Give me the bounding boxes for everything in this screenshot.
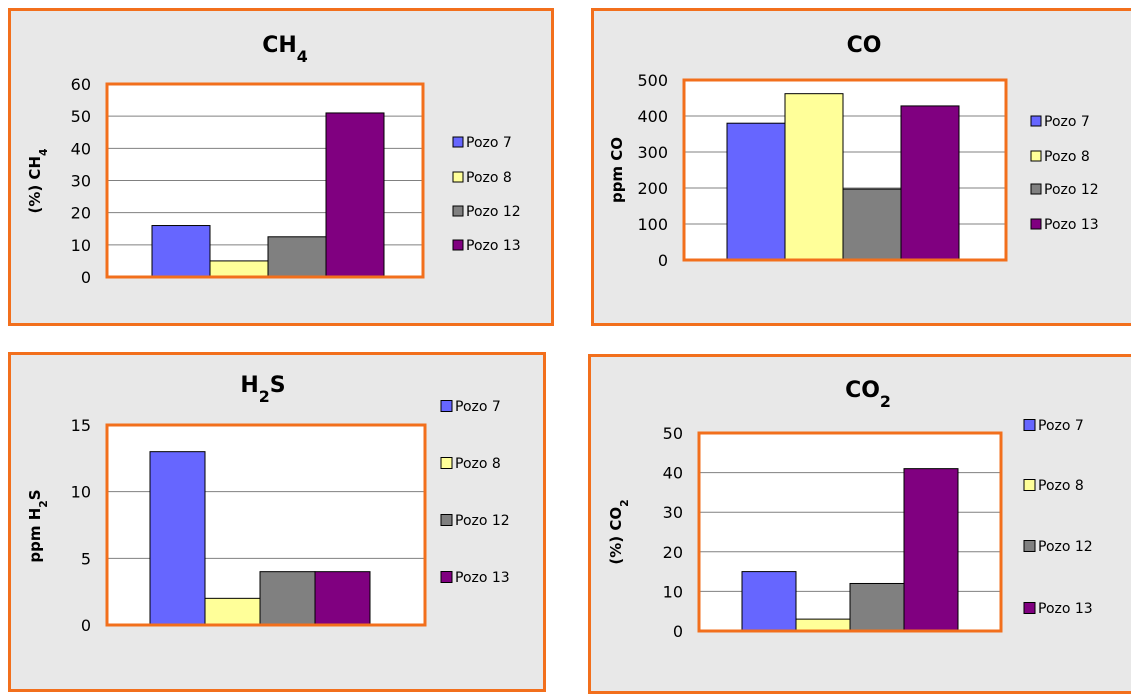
- h2s-legend-label: Pozo 8: [455, 456, 501, 472]
- h2s-legend-label: Pozo 13: [455, 570, 510, 586]
- co-legend-swatch: [1030, 218, 1042, 230]
- h2s-bar-pozo-12: [259, 571, 316, 626]
- co2-ytick-label: 40: [663, 464, 683, 483]
- ch4-y-axis-label: (%) CH4: [26, 148, 50, 214]
- h2s-bar-pozo-7: [149, 451, 206, 626]
- ch4-ytick-label: 0: [81, 268, 91, 287]
- h2s-bar-pozo-8: [204, 597, 261, 626]
- ch4-ytick-label: 20: [71, 204, 91, 223]
- ch4-chart-title: CH4: [262, 33, 308, 66]
- ch4-legend-label: Pozo 13: [466, 238, 521, 254]
- h2s-ytick-label: 0: [81, 616, 91, 635]
- ch4-ytick-label: 40: [71, 139, 91, 158]
- h2s-legend-swatch: [440, 457, 453, 469]
- co2-legend-swatch: [1023, 540, 1036, 552]
- h2s-legend-swatch: [440, 400, 453, 412]
- h2s-chart-title: H2S: [240, 373, 285, 406]
- h2s-legend-swatch: [440, 514, 453, 526]
- h2s-ytick-label: 10: [71, 483, 91, 502]
- co2-bar-pozo-7: [741, 571, 797, 632]
- co2-legend-label: Pozo 8: [1038, 478, 1084, 494]
- ch4-ytick-label: 30: [71, 172, 91, 191]
- h2s-ytick-label: 15: [71, 416, 91, 435]
- co2-ytick-label: 30: [663, 503, 683, 522]
- co2-y-axis-label: (%) CO2: [607, 499, 631, 564]
- ch4-ytick-label: 10: [71, 236, 91, 255]
- co-legend-swatch: [1030, 183, 1042, 195]
- co-ytick-label: 500: [637, 71, 668, 90]
- co-legend-label: Pozo 12: [1044, 182, 1099, 198]
- co-chart-title: CO: [847, 33, 882, 58]
- co-ytick-label: 100: [637, 215, 668, 234]
- ch4-legend-swatch: [452, 205, 464, 217]
- co-plot-border: [682, 78, 1008, 262]
- ch4-legend-label: Pozo 8: [466, 170, 512, 186]
- co2-plot-border: [697, 431, 1003, 633]
- co-bar-pozo-8: [784, 93, 844, 261]
- co-y-axis-label: ppm CO: [608, 137, 626, 203]
- co2-legend-swatch: [1023, 479, 1036, 491]
- ch4-ytick-label: 50: [71, 107, 91, 126]
- h2s-legend-swatch: [440, 571, 453, 583]
- ch4-bar-pozo-7: [151, 225, 211, 278]
- co-legend-label: Pozo 7: [1044, 114, 1090, 130]
- co-ytick-label: 200: [637, 179, 668, 198]
- co2-legend-label: Pozo 13: [1038, 601, 1093, 617]
- h2s-legend-label: Pozo 7: [455, 399, 501, 415]
- co2-chart-title: CO2: [845, 378, 891, 411]
- co-legend-label: Pozo 8: [1044, 149, 1090, 165]
- co-ytick-label: 0: [658, 251, 668, 270]
- ch4-bar-pozo-12: [267, 236, 327, 278]
- co2-ytick-label: 20: [663, 543, 683, 562]
- ch4-legend-swatch: [452, 239, 464, 251]
- co-legend-swatch: [1030, 150, 1042, 162]
- co2-bar-pozo-12: [849, 582, 905, 632]
- co-ytick-label: 300: [637, 143, 668, 162]
- ch4-plot-border: [105, 82, 425, 279]
- ch4-legend-label: Pozo 7: [466, 135, 512, 151]
- co-legend-label: Pozo 13: [1044, 217, 1099, 233]
- co-ytick-label: 400: [637, 107, 668, 126]
- h2s-ytick-label: 5: [81, 549, 91, 568]
- co2-ytick-label: 50: [663, 424, 683, 443]
- ch4-legend-swatch: [452, 171, 464, 183]
- h2s-legend-label: Pozo 12: [455, 513, 510, 529]
- co2-legend-swatch: [1023, 419, 1036, 431]
- co2-bar-pozo-13: [903, 468, 959, 632]
- co-bar-pozo-7: [726, 122, 786, 261]
- co-bar-pozo-13: [900, 105, 960, 261]
- ch4-legend-label: Pozo 12: [466, 204, 521, 220]
- h2s-plot-border: [105, 423, 427, 627]
- ch4-legend-swatch: [452, 136, 464, 148]
- co2-bar-pozo-8: [795, 618, 851, 632]
- co2-legend-label: Pozo 12: [1038, 539, 1093, 555]
- co-legend-swatch: [1030, 115, 1042, 127]
- ch4-bar-pozo-8: [209, 260, 269, 278]
- ch4-bar-pozo-13: [325, 112, 385, 278]
- co2-ytick-label: 0: [673, 622, 683, 641]
- co-bar-pozo-12: [842, 188, 902, 261]
- h2s-bar-pozo-13: [314, 571, 371, 626]
- co2-legend-label: Pozo 7: [1038, 418, 1084, 434]
- h2s-y-axis-label: ppm H2S: [26, 489, 50, 562]
- ch4-ytick-label: 60: [71, 75, 91, 94]
- co2-ytick-label: 10: [663, 582, 683, 601]
- co2-legend-swatch: [1023, 602, 1036, 614]
